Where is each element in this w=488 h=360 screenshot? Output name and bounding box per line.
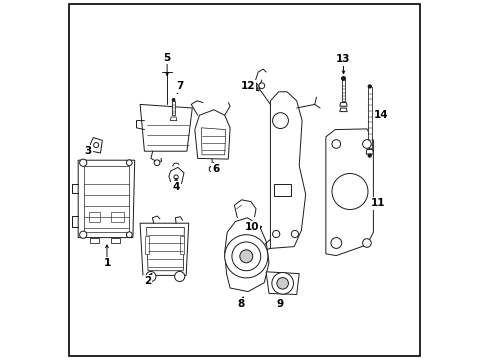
Circle shape	[291, 230, 298, 238]
Circle shape	[367, 153, 371, 158]
Polygon shape	[146, 228, 184, 271]
Circle shape	[80, 231, 87, 238]
Text: 11: 11	[370, 198, 384, 208]
Circle shape	[367, 84, 371, 89]
Text: 2: 2	[143, 276, 151, 286]
Polygon shape	[273, 184, 290, 196]
Polygon shape	[224, 218, 268, 292]
Circle shape	[340, 76, 346, 81]
Circle shape	[331, 174, 367, 210]
Polygon shape	[339, 103, 346, 106]
Circle shape	[231, 242, 260, 271]
Text: 3: 3	[84, 146, 91, 156]
Polygon shape	[170, 117, 177, 121]
Polygon shape	[194, 110, 230, 159]
Polygon shape	[270, 92, 305, 248]
Circle shape	[362, 239, 370, 247]
Polygon shape	[90, 138, 102, 153]
Text: 4: 4	[172, 182, 180, 192]
Text: 6: 6	[212, 164, 219, 174]
Circle shape	[272, 113, 288, 129]
Circle shape	[258, 83, 264, 89]
Polygon shape	[78, 160, 134, 238]
Text: 1: 1	[103, 258, 110, 268]
Polygon shape	[325, 129, 373, 256]
Circle shape	[276, 278, 288, 289]
Polygon shape	[201, 128, 225, 155]
Circle shape	[171, 98, 175, 102]
Circle shape	[154, 160, 160, 166]
Text: 7: 7	[176, 81, 183, 91]
Polygon shape	[111, 212, 123, 222]
Circle shape	[126, 232, 132, 238]
Circle shape	[174, 175, 178, 179]
Polygon shape	[171, 101, 175, 115]
Polygon shape	[89, 212, 100, 222]
Circle shape	[145, 271, 156, 282]
Text: 14: 14	[373, 110, 388, 120]
Polygon shape	[84, 166, 128, 232]
Text: 12: 12	[241, 81, 255, 91]
Polygon shape	[168, 167, 183, 184]
Circle shape	[94, 143, 99, 148]
Polygon shape	[140, 223, 188, 275]
Circle shape	[271, 273, 293, 294]
Polygon shape	[367, 87, 371, 148]
Polygon shape	[180, 236, 184, 254]
Polygon shape	[251, 84, 259, 91]
Circle shape	[209, 166, 215, 172]
Circle shape	[272, 230, 279, 238]
Circle shape	[126, 160, 132, 166]
Polygon shape	[111, 238, 120, 243]
Circle shape	[239, 250, 252, 263]
Circle shape	[174, 271, 184, 282]
Polygon shape	[265, 272, 299, 294]
Circle shape	[330, 238, 341, 248]
Polygon shape	[145, 236, 149, 254]
Circle shape	[224, 235, 267, 278]
Text: 9: 9	[276, 299, 284, 309]
Text: 13: 13	[336, 54, 350, 64]
Text: 5: 5	[163, 53, 170, 63]
Polygon shape	[366, 149, 373, 154]
Circle shape	[362, 140, 370, 148]
Circle shape	[252, 85, 256, 90]
Polygon shape	[140, 104, 192, 151]
Polygon shape	[341, 79, 345, 101]
Text: 10: 10	[244, 222, 259, 232]
Text: 8: 8	[237, 299, 244, 309]
Circle shape	[80, 159, 87, 166]
Circle shape	[331, 140, 340, 148]
Polygon shape	[89, 238, 99, 243]
Polygon shape	[339, 108, 346, 112]
